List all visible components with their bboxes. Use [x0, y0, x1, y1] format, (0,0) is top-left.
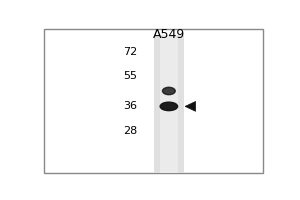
Polygon shape	[185, 101, 196, 111]
Text: 36: 36	[124, 101, 137, 111]
Text: 28: 28	[123, 126, 137, 136]
Bar	[154, 35, 184, 173]
Ellipse shape	[163, 87, 175, 95]
Text: 55: 55	[124, 71, 137, 81]
Text: A549: A549	[153, 28, 185, 41]
Bar	[160, 35, 178, 173]
Text: 72: 72	[123, 47, 137, 57]
Ellipse shape	[160, 102, 178, 111]
